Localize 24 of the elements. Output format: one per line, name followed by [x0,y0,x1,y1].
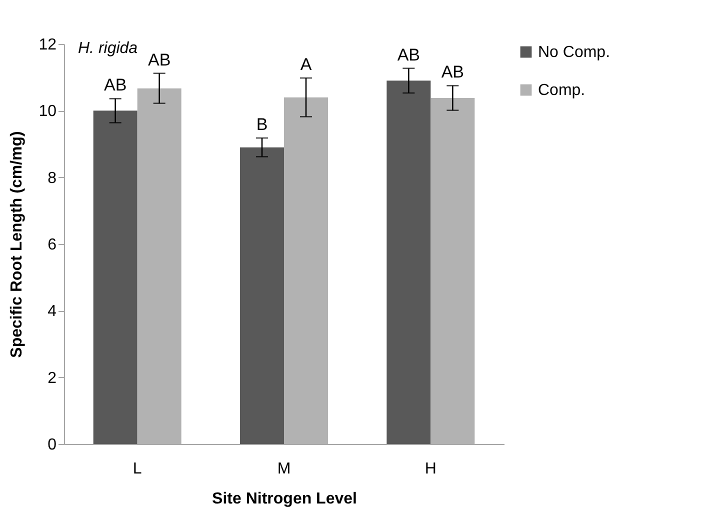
y-tick-label: 0 [48,436,57,454]
x-axis-title: Site Nitrogen Level [212,490,357,508]
data-label: B [256,115,268,134]
x-tick-label: H [424,460,436,478]
y-axis-title: Specific Root Length (cm/mg) [8,131,26,358]
bar [386,80,431,444]
data-label: AB [148,50,171,70]
y-tick-label: 6 [48,236,57,254]
data-label: AB [441,62,464,82]
y-tick-label: 8 [48,170,57,187]
data-label: A [300,55,312,74]
legend-label: Comp. [538,82,586,99]
x-tick-label: M [277,460,291,478]
y-tick-label: 4 [48,303,57,320]
data-label: AB [397,45,420,64]
y-tick-label: 12 [38,36,57,54]
bar [93,110,138,444]
chart-title: H. rigida [78,40,138,57]
bar [240,147,284,444]
data-label: AB [104,76,127,95]
y-tick-label: 10 [38,103,57,120]
legend-label: No Comp. [538,44,610,61]
y-tick-label: 2 [48,370,57,387]
x-tick-label: L [132,460,142,478]
